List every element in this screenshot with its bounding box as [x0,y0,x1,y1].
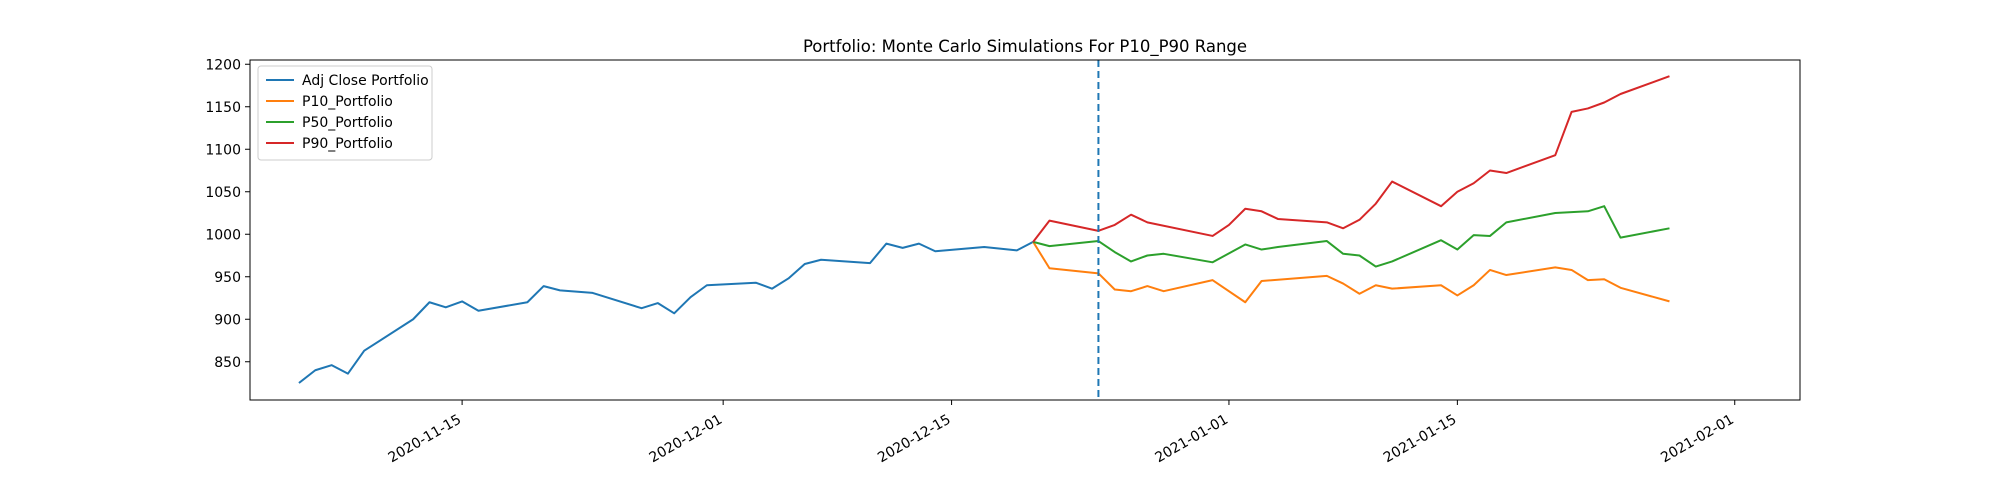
series-line-3 [1032,75,1670,243]
legend: Adj Close Portfolio P10_Portfolio P50_Port… [257,65,433,161]
legend-label: P10_Portfolio [302,94,393,110]
series-line-0 [298,241,1034,384]
legend-label: P50_Portfolio [302,115,393,131]
series-line-1 [1032,241,1670,304]
series-line-2 [1032,205,1670,268]
y-tick-label: 1100 [205,142,241,158]
y-tick-label: 850 [214,355,241,371]
y-tick-label: 1150 [205,100,241,116]
plot-area [298,60,1670,400]
y-tick-label: 1200 [205,57,241,73]
legend-box [257,65,433,161]
y-tick-label: 950 [214,270,241,286]
y-tick-label: 900 [214,312,241,328]
legend-label: P90_Portfolio [302,136,393,152]
y-tick-label: 1000 [205,227,241,243]
y-tick-label: 1050 [205,185,241,201]
legend-label: Adj Close Portfolio [302,73,429,89]
chart-title: Portfolio: Monte Carlo Simulations For P… [803,37,1247,57]
series-lines [298,60,1670,400]
axes-frame [249,59,1801,401]
